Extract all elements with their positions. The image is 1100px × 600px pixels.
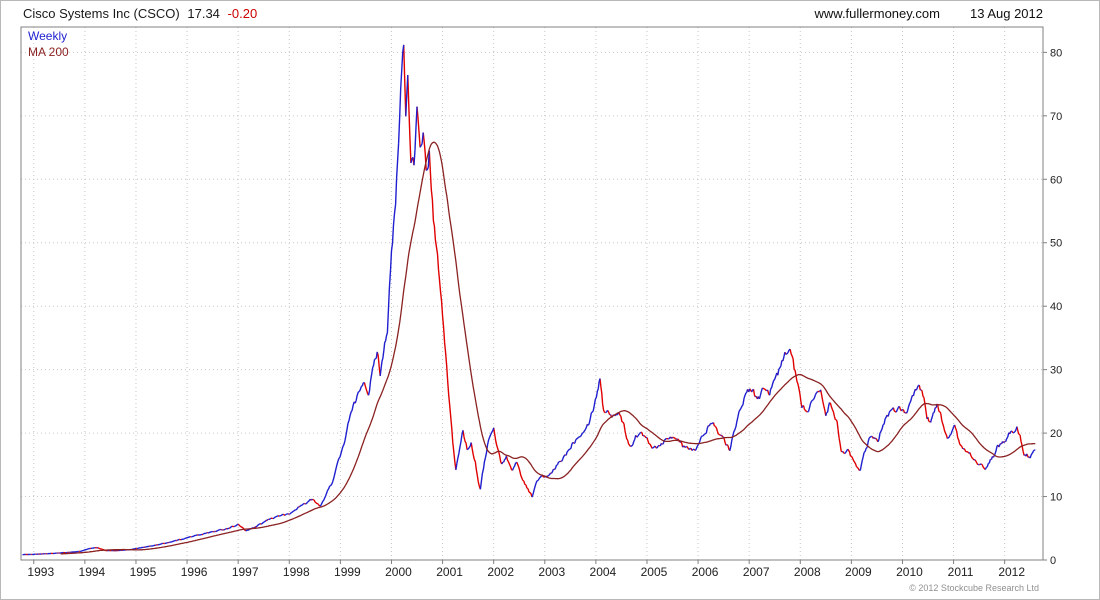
y-tick-label: 20 [1050, 428, 1062, 440]
x-tick-label: 2004 [590, 565, 617, 579]
legend-ma-label: MA 200 [28, 45, 69, 59]
x-tick-label: 1999 [334, 565, 361, 579]
ma-200-line [60, 141, 1036, 555]
plot-border [20, 26, 1044, 561]
x-tick-label: 2009 [845, 565, 872, 579]
header-bar: Cisco Systems Inc (CSCO) 17.34 -0.20 www… [1, 1, 1099, 23]
x-tick-label: 2007 [743, 565, 770, 579]
y-tick-label: 70 [1050, 111, 1062, 123]
x-tick-label: 1997 [232, 565, 259, 579]
y-tick-label: 0 [1050, 555, 1056, 567]
x-tick-label: 2006 [692, 565, 719, 579]
last-price: 17.34 [187, 5, 220, 21]
weekly-down-segments [25, 44, 1031, 556]
x-tick-label: 2005 [641, 565, 668, 579]
copyright-notice: © 2012 Stockcube Research Ltd [909, 583, 1039, 593]
y-tick-label: 60 [1050, 174, 1062, 186]
instrument-name: Cisco Systems Inc (CSCO) [23, 5, 180, 21]
header-meta: www.fullermoney.com 13 Aug 2012 [815, 6, 1044, 21]
x-axis: 1993 1994 1995 1996 1997 1998 1999 2000 2001 2002… [27, 560, 1025, 579]
chart-title: Cisco Systems Inc (CSCO) 17.34 -0.20 [23, 6, 261, 21]
x-tick-label: 2002 [487, 565, 514, 579]
x-tick-label: 1998 [283, 565, 310, 579]
grid-lines [21, 27, 1043, 560]
y-tick-label: 30 [1050, 365, 1062, 377]
price-change: -0.20 [227, 5, 258, 21]
x-tick-label: 1995 [130, 565, 157, 579]
y-tick-label: 50 [1050, 238, 1062, 250]
chart-legend: Weekly MA 200 [28, 28, 69, 60]
x-tick-label: 1996 [181, 565, 208, 579]
site-url: www.fullermoney.com [814, 5, 940, 21]
x-tick-label: 2001 [436, 565, 463, 579]
y-tick-label: 10 [1050, 492, 1062, 504]
series-group [22, 44, 1036, 556]
x-tick-label: 2003 [538, 565, 565, 579]
x-tick-label: 2000 [385, 565, 412, 579]
x-tick-label: 1993 [27, 565, 54, 579]
weekly-up-segments [22, 44, 1036, 556]
x-tick-label: 2011 [948, 565, 974, 579]
y-tick-label: 40 [1050, 301, 1062, 313]
chart-date: 13 Aug 2012 [969, 5, 1043, 21]
x-tick-label: 2010 [896, 565, 923, 579]
legend-weekly-label: Weekly [28, 29, 68, 43]
x-tick-label: 2008 [794, 565, 821, 579]
y-axis: 0 10 20 30 40 50 60 70 80 [1043, 47, 1062, 567]
y-tick-label: 80 [1050, 47, 1062, 59]
x-tick-label: 1994 [79, 565, 106, 579]
x-tick-label: 2012 [998, 565, 1025, 579]
price-chart: 1993 1994 1995 1996 1997 1998 1999 2000 2001 2002… [20, 26, 1062, 579]
